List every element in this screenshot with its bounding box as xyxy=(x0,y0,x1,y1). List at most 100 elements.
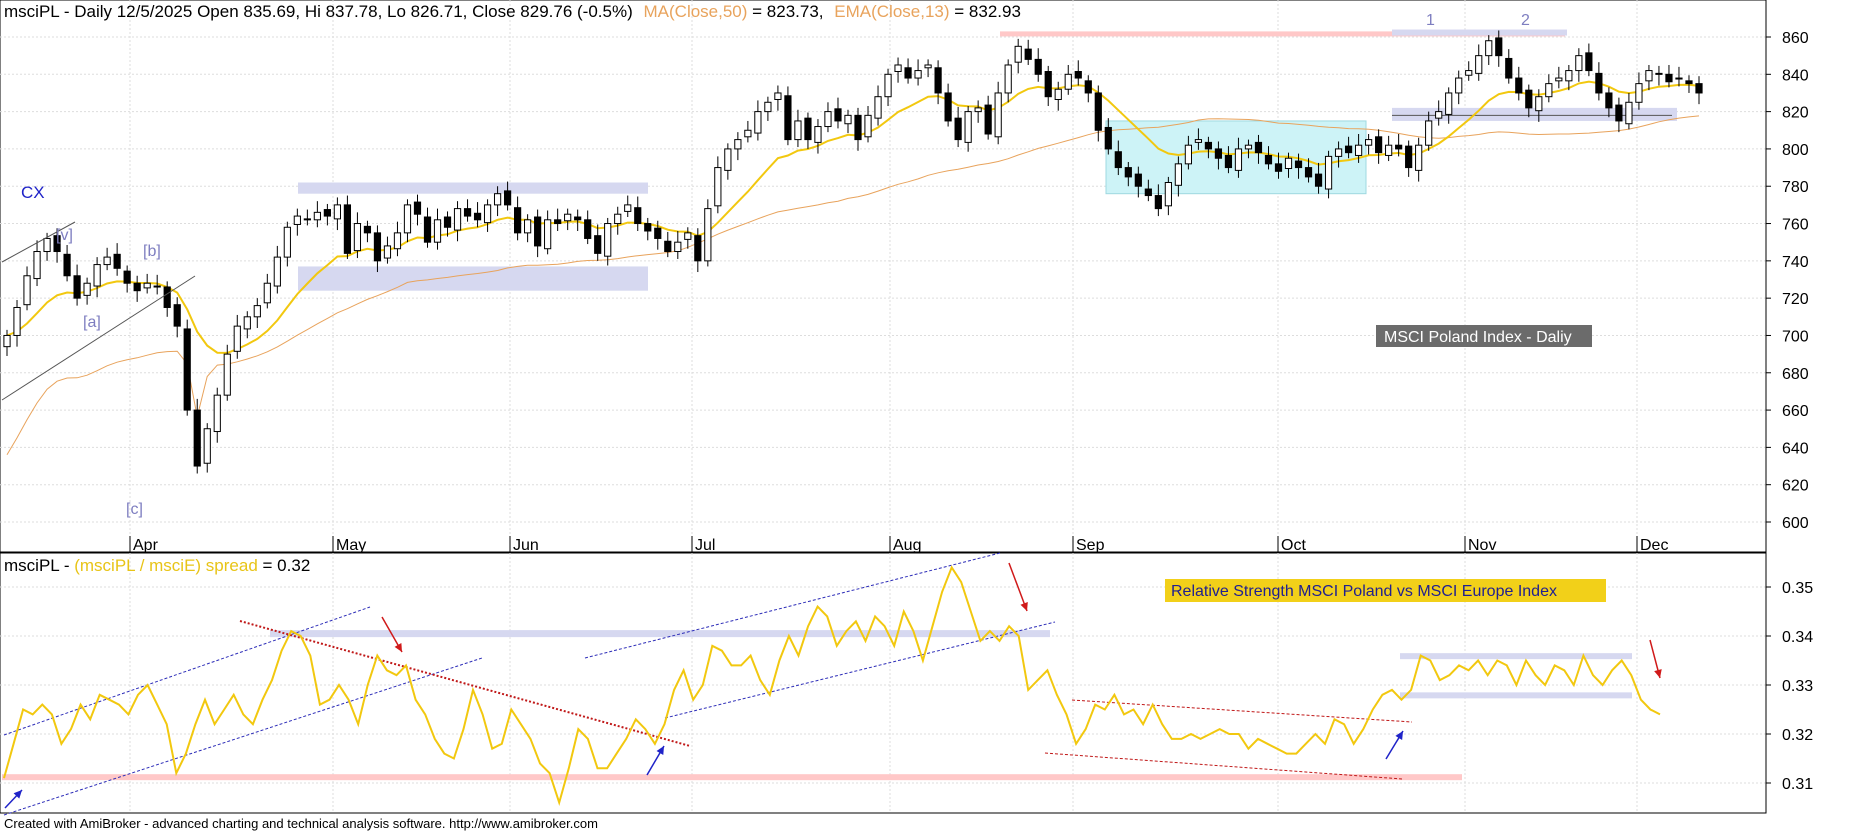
wave-channel-lower xyxy=(1,275,196,401)
candle xyxy=(1665,64,1673,88)
candle-body-down xyxy=(1515,77,1523,94)
price-tick-label: 720 xyxy=(1782,291,1809,308)
candle xyxy=(924,59,932,78)
price-tick-label: 800 xyxy=(1782,142,1809,159)
candle xyxy=(1054,81,1062,111)
candle-body-up xyxy=(483,204,492,224)
spread-trendlines xyxy=(3,552,1662,816)
red-trendline xyxy=(239,620,691,747)
month-label: Nov xyxy=(1468,537,1496,554)
range-top-band xyxy=(298,182,648,194)
candle xyxy=(664,231,672,258)
spread-range-top xyxy=(1400,653,1632,660)
ema-legend: EMA(Close,13) xyxy=(834,2,949,21)
candle-body-up xyxy=(794,120,802,141)
candle xyxy=(644,217,652,241)
candle xyxy=(1224,146,1233,174)
candle-body-up xyxy=(393,232,402,250)
candle xyxy=(1585,43,1593,77)
candle-body-up xyxy=(1645,70,1653,82)
candle xyxy=(1395,134,1403,157)
candle xyxy=(493,186,502,217)
candle-body-up xyxy=(3,334,11,348)
candle-body-up xyxy=(924,64,932,69)
candle-body-down xyxy=(1685,80,1693,85)
candle-body-down xyxy=(113,253,121,269)
wave-label-c: [c] xyxy=(126,501,143,518)
candle xyxy=(844,109,852,134)
spread-y-axis: 0.31 0.32 0.33 0.34 0.35 xyxy=(1765,553,1813,813)
price-tick-label: 760 xyxy=(1782,217,1809,234)
wave-label-2: 2 xyxy=(1521,12,1530,29)
candle xyxy=(624,195,632,218)
candle-body-down xyxy=(1405,145,1413,169)
candle-body-down xyxy=(804,117,812,141)
candle xyxy=(744,120,752,143)
candle xyxy=(343,195,352,259)
candle-body-up xyxy=(1555,77,1563,82)
price-tick-label: 840 xyxy=(1782,67,1809,84)
candle-body-down xyxy=(63,253,71,277)
candle-body-down xyxy=(1144,188,1152,197)
candle-body-up xyxy=(33,251,41,280)
candle-body-down xyxy=(1525,89,1533,109)
candle-body-up xyxy=(433,219,442,243)
candle-body-up xyxy=(524,219,532,234)
candle-body-up xyxy=(814,126,822,143)
candle xyxy=(313,201,321,228)
candle xyxy=(1605,87,1613,118)
candle-body-up xyxy=(564,213,572,222)
price-tick-label: 680 xyxy=(1782,366,1809,383)
blue-arrow xyxy=(4,789,23,809)
candle xyxy=(223,344,231,401)
candle xyxy=(23,266,31,311)
candle xyxy=(1354,134,1363,163)
candle xyxy=(33,240,41,287)
spread-tick-label: 0.33 xyxy=(1782,678,1813,695)
candle-body-up xyxy=(674,241,682,253)
candle-body-down xyxy=(514,207,522,234)
candle-body-down xyxy=(554,219,562,225)
price-panel-border xyxy=(0,0,1767,553)
candle xyxy=(303,209,311,226)
candle-body-down xyxy=(53,235,61,253)
candle-body-down xyxy=(854,114,862,141)
spread-grid xyxy=(0,553,1766,813)
candle-body-up xyxy=(754,111,762,134)
candle xyxy=(1475,44,1483,81)
candle-body-up xyxy=(493,193,502,206)
candle xyxy=(1344,136,1353,159)
candle xyxy=(1174,156,1182,197)
candle xyxy=(1104,118,1112,155)
candle xyxy=(73,264,81,306)
wave-label-1: 1 xyxy=(1426,12,1435,29)
candle-body-down xyxy=(1094,92,1102,131)
month-label: Dec xyxy=(1640,537,1668,554)
candle-body-up xyxy=(1365,139,1373,146)
candle xyxy=(1264,146,1273,170)
candle-body-down xyxy=(463,208,472,217)
candle xyxy=(63,244,71,282)
candle xyxy=(1044,65,1052,107)
candle-body-up xyxy=(1445,92,1453,115)
candle-body-up xyxy=(1184,144,1192,165)
candle-body-up xyxy=(313,211,321,221)
candle xyxy=(333,197,341,231)
candle xyxy=(1535,89,1543,122)
price-tick-label: 620 xyxy=(1782,478,1809,495)
candle-body-down xyxy=(153,285,161,288)
spread-support-band xyxy=(2,774,1462,781)
candle-body-up xyxy=(764,101,772,113)
candle-body-up xyxy=(614,213,622,225)
candle-body-up xyxy=(884,73,892,98)
candle-body-up xyxy=(744,129,752,138)
candle xyxy=(544,210,552,255)
candle-body-up xyxy=(1064,73,1072,90)
candle-body-down xyxy=(1314,173,1323,187)
candle-body-up xyxy=(1324,155,1333,190)
candle-body-up xyxy=(544,219,552,250)
candle xyxy=(3,329,11,356)
candle-body-down xyxy=(1114,151,1122,169)
red-arrow xyxy=(1649,639,1662,679)
